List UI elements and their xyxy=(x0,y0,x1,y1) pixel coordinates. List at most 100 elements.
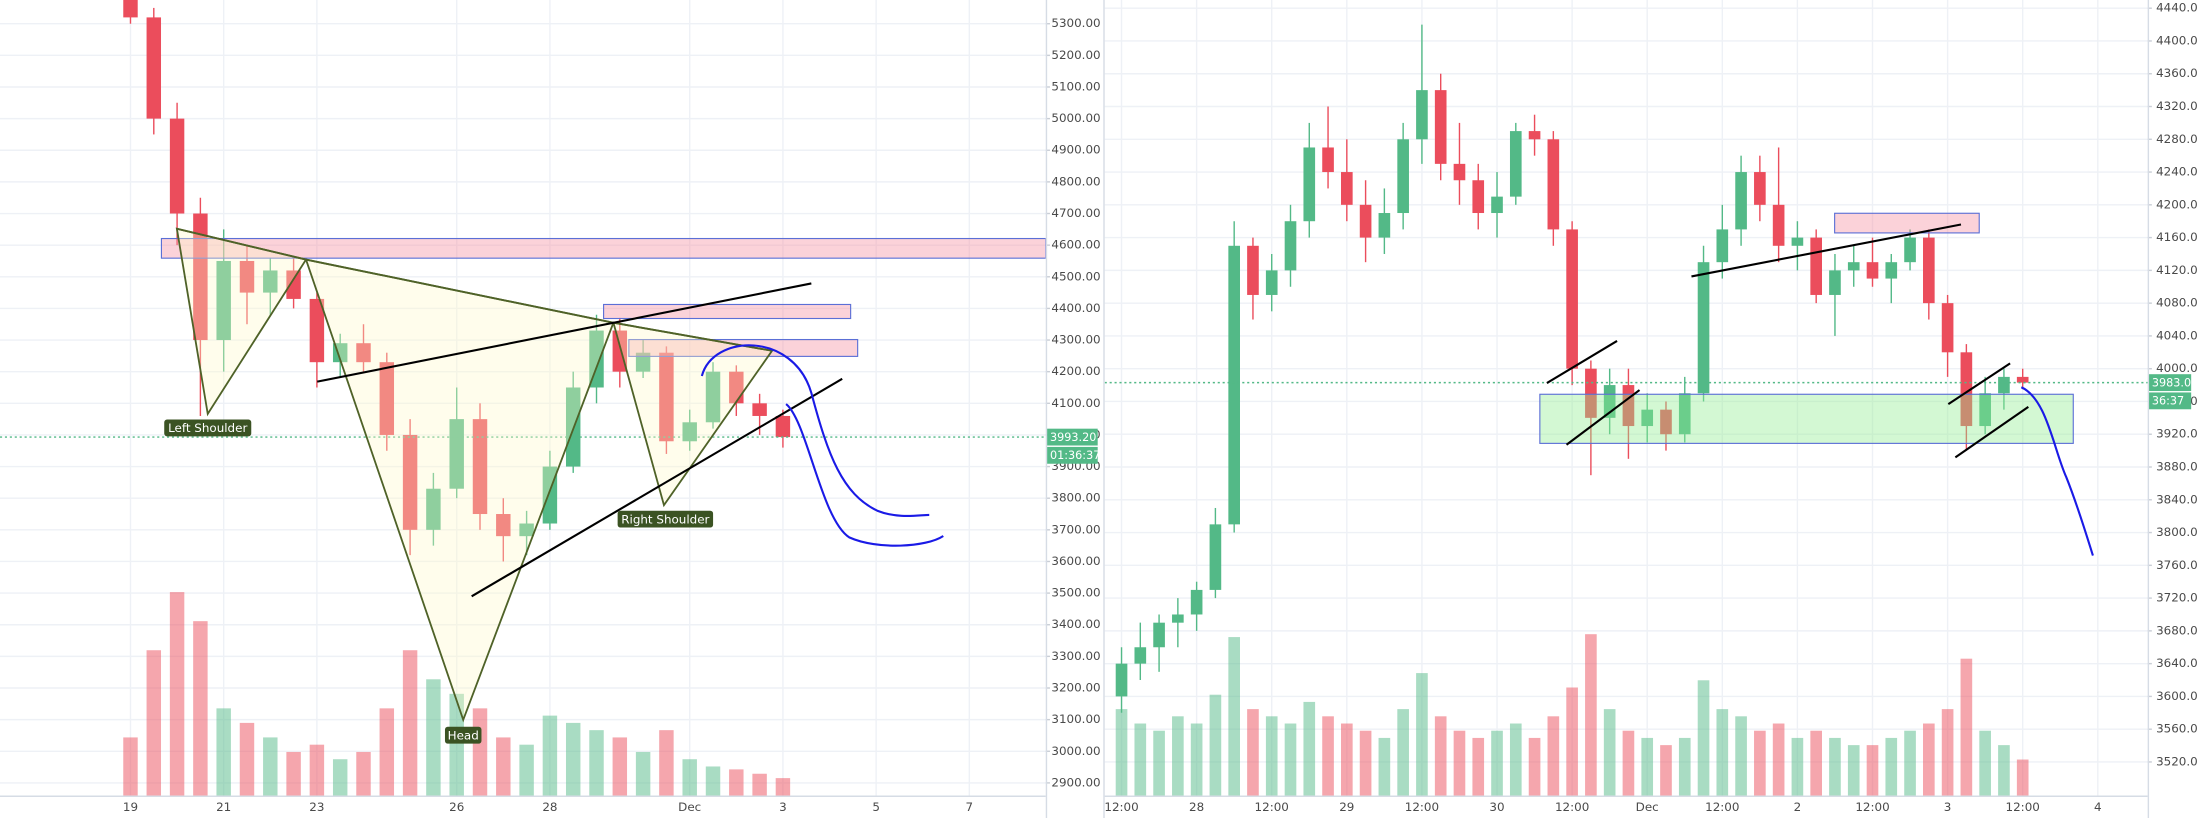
y-tick-label: 4200.00 xyxy=(1051,364,1100,378)
resistance-zone xyxy=(160,237,1046,259)
pattern-shape xyxy=(612,321,774,508)
candle-body xyxy=(379,362,395,435)
support-zone xyxy=(1539,393,2074,444)
candle-body xyxy=(239,260,255,293)
last-price-badge xyxy=(1047,428,1098,446)
y-tick-label: 4280.0 xyxy=(2156,132,2198,146)
volume-bar xyxy=(1491,730,1503,796)
candle-body xyxy=(1998,376,2010,394)
candle-body xyxy=(589,330,604,388)
candle-body xyxy=(1622,385,1635,427)
volume-bar xyxy=(1359,730,1372,796)
y-tick-label: 5100.00 xyxy=(1051,79,1100,93)
candle-body xyxy=(2016,376,2029,383)
volume-bar xyxy=(1791,737,1804,796)
y-tick-label: 3300.00 xyxy=(1051,649,1100,663)
volume-bar xyxy=(1603,709,1616,796)
y-tick-label: 4400.00 xyxy=(1051,301,1100,315)
countdown: 36:37 xyxy=(2152,395,2184,408)
countdown-badge xyxy=(1047,446,1098,464)
y-tick-label: 3840.0 xyxy=(2156,492,2198,506)
y-tick-label: 3000.00 xyxy=(1051,744,1100,758)
trend-line xyxy=(1546,340,1618,384)
volume-bar xyxy=(1547,716,1560,796)
volume-bar xyxy=(1923,723,1935,796)
volume-bar xyxy=(635,751,651,796)
volume-bar xyxy=(612,737,628,796)
volume-bar xyxy=(1341,723,1353,796)
candle-body xyxy=(1960,352,1973,427)
volume-bar xyxy=(1810,730,1823,796)
volume-bar xyxy=(1378,737,1391,796)
volume-bar xyxy=(542,715,558,796)
volume-bar xyxy=(1397,709,1409,796)
volume-bar xyxy=(1453,730,1466,796)
volume-bar xyxy=(1228,637,1240,796)
volume-bar xyxy=(123,737,138,796)
volume-bar xyxy=(682,759,697,796)
candle-body xyxy=(1641,409,1654,427)
y-tick-label: 4440.0 xyxy=(2156,1,2198,15)
candle-body xyxy=(1322,147,1334,173)
candle-body xyxy=(1453,163,1466,181)
volume-bar xyxy=(775,778,791,796)
volume-bar xyxy=(1153,730,1165,796)
x-tick-label: 3 xyxy=(1944,800,1952,814)
y-tick-label: 4100.00 xyxy=(1051,396,1100,410)
candle-body xyxy=(1660,409,1672,435)
drawings: Left Shoulder Head Right Shoulder xyxy=(160,227,1046,744)
candle-body xyxy=(1528,131,1541,140)
projection-curve xyxy=(700,344,930,518)
volume-bar xyxy=(426,679,441,796)
y-tick-label: 4400.0 xyxy=(2156,33,2198,47)
y-tick-label: 4800.00 xyxy=(1051,174,1100,188)
y-tick-label: 3560.0 xyxy=(2156,722,2198,736)
y-tick-label: 3720.0 xyxy=(2156,591,2198,605)
candle-body xyxy=(775,415,791,438)
projection-curve xyxy=(785,403,944,547)
y-tick-label: 4000.0 xyxy=(2156,361,2198,375)
volume-bar xyxy=(1829,737,1841,796)
candle-body xyxy=(426,488,441,530)
candle-body xyxy=(1829,270,1841,295)
x-tick-label: 12:00 xyxy=(1705,800,1739,814)
volume-bar xyxy=(1134,723,1147,796)
candle-body xyxy=(1566,229,1578,369)
candle-body xyxy=(659,352,674,442)
volume-bar xyxy=(379,708,395,796)
annotation: Head xyxy=(448,728,479,742)
x-tick-label: 12:00 xyxy=(1255,800,1289,814)
y-tick-label: 3640.0 xyxy=(2156,656,2198,670)
candle-body xyxy=(752,403,767,416)
candle-body xyxy=(1416,90,1428,140)
pattern-shape xyxy=(175,227,308,417)
candle-body xyxy=(286,270,301,299)
y-tick-label: 3800.0 xyxy=(2156,525,2198,539)
annotation-box xyxy=(617,510,714,528)
plot-layer xyxy=(0,0,1046,796)
candle-body xyxy=(1228,245,1240,525)
trend-line xyxy=(471,377,843,598)
overlay-layer: 3993.20 01:36:37 3983.0 36:37 xyxy=(1047,374,2192,464)
volume-bar xyxy=(519,744,534,796)
x-tick-label: 19 xyxy=(123,800,138,814)
candle-body xyxy=(1735,172,1747,230)
volume-bar xyxy=(1979,730,1991,796)
y-tick-label: 3520.0 xyxy=(2156,754,2198,768)
candle-body xyxy=(1247,245,1259,295)
volume-bar xyxy=(1697,680,1710,796)
y-tick-label: 5000.00 xyxy=(1051,111,1100,125)
y-tick-label: 3700.00 xyxy=(1051,522,1100,536)
y-tick-label: 4900.00 xyxy=(1051,143,1100,157)
x-tick-label: 29 xyxy=(1339,800,1354,814)
candle-body xyxy=(1303,147,1316,222)
candle-body xyxy=(1847,262,1860,271)
last-price-label: 3993.20 xyxy=(1050,431,1096,444)
candle-body xyxy=(1547,139,1560,230)
candle-body xyxy=(1941,303,1954,353)
candle-body xyxy=(1172,614,1184,623)
volume-bar xyxy=(1416,673,1428,796)
volume-bar xyxy=(589,730,604,796)
